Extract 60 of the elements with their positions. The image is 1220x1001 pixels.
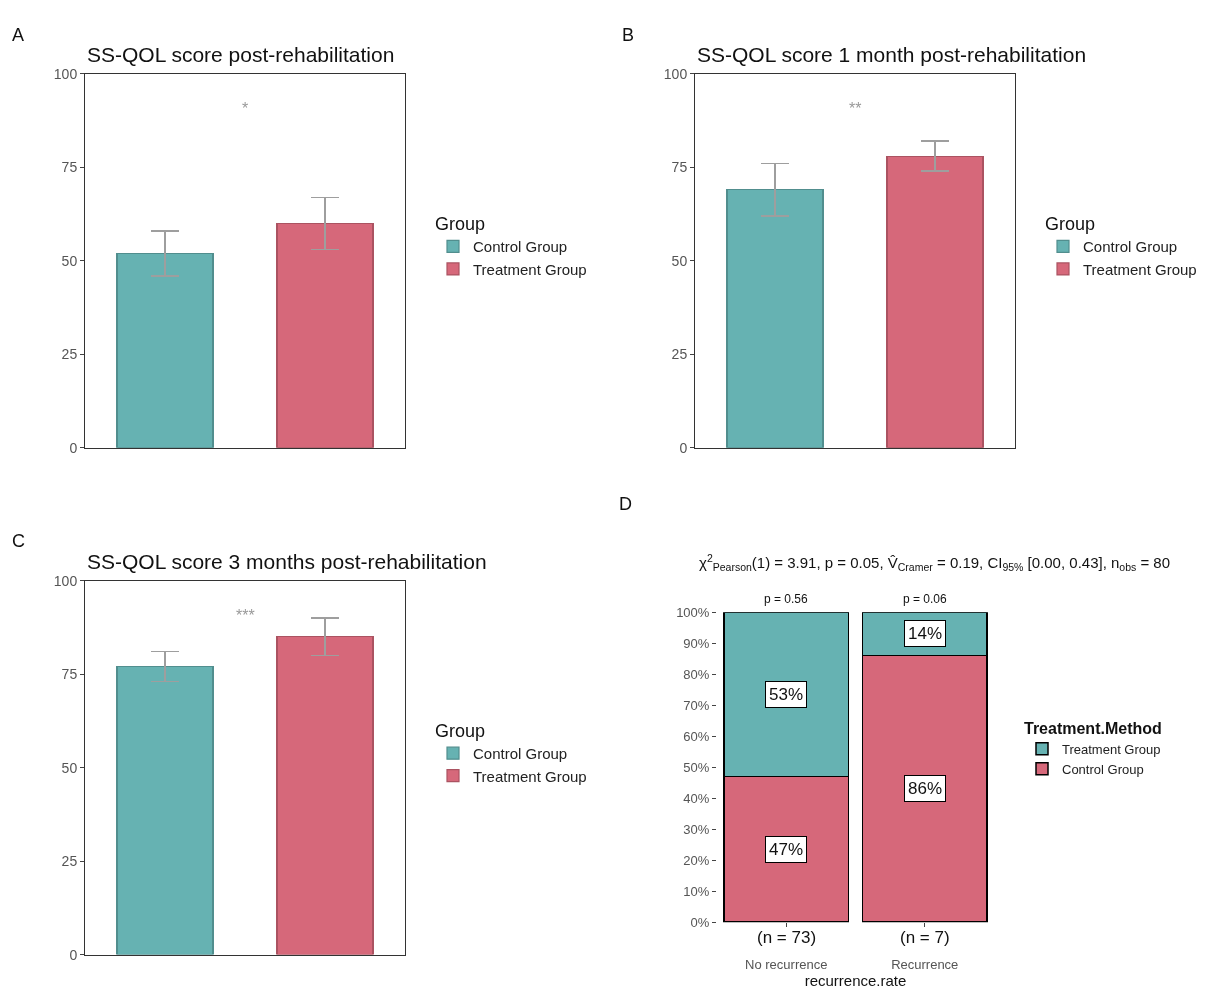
x-tick-label: Recurrence (891, 956, 959, 972)
y-tick-label: 40% (683, 790, 710, 806)
y-tick-label: 100% (676, 604, 710, 620)
y-tick-label: 0% (690, 914, 710, 930)
text: C (12, 531, 25, 551)
y-tick-label: 50 (61, 759, 78, 776)
legend-title: Group (435, 214, 486, 235)
data-label: 14% (908, 624, 943, 643)
legend-title: Treatment.Method (1024, 719, 1162, 737)
y-tick-label: 0 (69, 439, 78, 456)
y-tick-label: 75 (61, 666, 78, 683)
y-tick-label: 25 (61, 853, 78, 870)
y-tick-label: 100 (53, 65, 78, 82)
legend-label: Treatment Group (1062, 741, 1161, 757)
y-tick-label: 50% (683, 759, 710, 775)
legend-title: Group (435, 720, 486, 741)
y-tick-label: 100 (53, 572, 78, 589)
text: B (622, 25, 635, 45)
y-tick-label: 75 (61, 159, 78, 176)
legend-label: Treatment Group (473, 260, 587, 278)
y-tick-label: 0 (69, 946, 78, 963)
data-label: 53% (769, 685, 804, 704)
y-tick-label: 20% (683, 852, 710, 868)
annotation: p = 0.06 (903, 592, 948, 606)
legend-label: Treatment Group (1083, 260, 1197, 278)
y-tick-label: 30% (683, 821, 710, 837)
annotation: *** (236, 607, 255, 624)
legend-label: Control Group (1062, 761, 1144, 777)
annotation: * (242, 100, 249, 117)
y-tick-label: 50 (61, 252, 78, 269)
chart-title: SS-QOL score post-rehabilitation (87, 43, 395, 66)
chart-title: SS-QOL score 3 months post-rehabilitation (87, 550, 487, 573)
legend-label: Control Group (1083, 238, 1178, 256)
data-label: 47% (769, 840, 804, 859)
legend-label: Treatment Group (473, 767, 587, 785)
y-tick-label: 75 (671, 159, 688, 176)
y-tick-label: 90% (683, 635, 710, 651)
legend-label: Control Group (473, 238, 568, 256)
x-axis-title: recurrence.rate (804, 971, 907, 989)
y-tick-label: 60% (683, 728, 710, 744)
text: D (619, 494, 632, 514)
x-tick-label: No recurrence (745, 956, 828, 972)
y-tick-label: 80% (683, 666, 710, 682)
legend-title: Group (1045, 214, 1096, 235)
y-tick-label: 0 (679, 439, 688, 456)
legend-label: Control Group (473, 745, 568, 763)
y-tick-label: 70% (683, 697, 710, 713)
annotation: (n = 7) (900, 928, 950, 947)
text: χ$^{2}$$_{Pearson}$(1) = 3.91, p = 0.05, V̂$_{Cramer}$ = 0.19, CI$_{95%}$ [0.00, 0.43], n$_{obs}$ = 80 (699, 552, 1171, 574)
y-tick-label: 10% (683, 883, 710, 899)
text: A (12, 25, 25, 45)
y-tick-label: 50 (671, 252, 688, 269)
annotation: p = 0.56 (764, 592, 809, 606)
y-tick-label: 100 (663, 65, 688, 82)
y-tick-label: 25 (61, 346, 78, 363)
annotation: ** (849, 100, 862, 117)
annotation: (n = 73) (757, 928, 817, 947)
data-label: 86% (908, 779, 943, 798)
chart-title: SS-QOL score 1 month post-rehabilitation (697, 43, 1087, 66)
y-tick-label: 25 (671, 346, 688, 363)
